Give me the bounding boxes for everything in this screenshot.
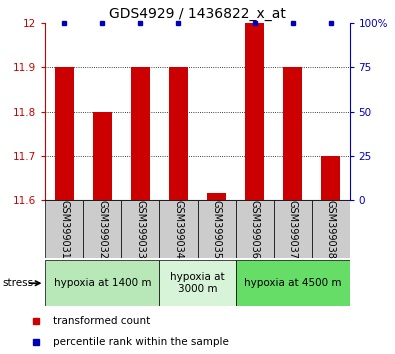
Bar: [283, 67, 302, 200]
Bar: [169, 67, 188, 200]
Bar: [198, 200, 235, 258]
Text: hypoxia at 1400 m: hypoxia at 1400 m: [54, 278, 151, 288]
Text: percentile rank within the sample: percentile rank within the sample: [53, 337, 229, 348]
Text: GSM399031: GSM399031: [59, 200, 70, 259]
Text: GSM399033: GSM399033: [135, 200, 145, 259]
Bar: [83, 200, 122, 258]
Text: hypoxia at 4500 m: hypoxia at 4500 m: [244, 278, 341, 288]
Bar: [235, 200, 274, 258]
Title: GDS4929 / 1436822_x_at: GDS4929 / 1436822_x_at: [109, 7, 286, 21]
Text: stress: stress: [2, 278, 33, 288]
Text: hypoxia at
3000 m: hypoxia at 3000 m: [170, 272, 225, 294]
Bar: [207, 193, 226, 200]
Text: GSM399034: GSM399034: [173, 200, 184, 259]
Bar: [312, 200, 350, 258]
Bar: [55, 67, 74, 200]
Bar: [45, 260, 160, 306]
Text: GSM399038: GSM399038: [325, 200, 336, 259]
Text: GSM399036: GSM399036: [250, 200, 260, 259]
Bar: [45, 200, 83, 258]
Bar: [235, 260, 350, 306]
Bar: [160, 200, 198, 258]
Text: GSM399037: GSM399037: [288, 200, 297, 259]
Bar: [273, 200, 312, 258]
Bar: [245, 23, 264, 200]
Text: GSM399032: GSM399032: [98, 200, 107, 259]
Text: transformed count: transformed count: [53, 316, 150, 326]
Text: GSM399035: GSM399035: [211, 200, 222, 259]
Bar: [160, 260, 235, 306]
Bar: [321, 156, 340, 200]
Bar: [93, 112, 112, 200]
Bar: [131, 67, 150, 200]
Bar: [122, 200, 160, 258]
